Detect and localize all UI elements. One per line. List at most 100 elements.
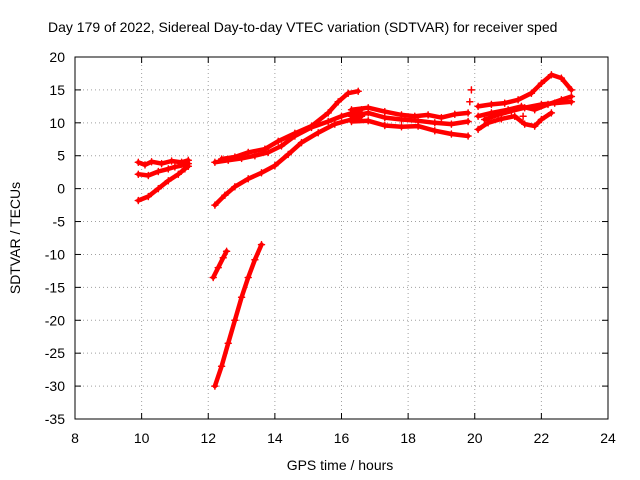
data-point-marker [147, 157, 156, 166]
data-point-marker [381, 121, 389, 130]
data-point-marker [411, 112, 419, 120]
data-point-marker [231, 316, 239, 325]
data-point-marker [474, 102, 482, 111]
data-point-marker [519, 112, 527, 120]
x-tick-label: 8 [71, 430, 79, 446]
data-point-marker [274, 137, 282, 145]
data-point-marker [364, 109, 372, 117]
series-arc-c-upper [347, 103, 472, 122]
data-point-marker [167, 157, 176, 165]
data-point-marker [464, 132, 472, 140]
data-point-marker [497, 115, 506, 123]
data-point-marker [354, 87, 362, 95]
y-tick-label: -10 [45, 246, 65, 262]
y-axis-label: SDTVAR / TECUs [7, 182, 23, 294]
data-point-marker [484, 119, 492, 127]
data-point-marker [364, 117, 372, 125]
data-point-marker [500, 99, 509, 107]
data-point-marker [514, 96, 522, 104]
y-tick-label: -30 [45, 378, 65, 394]
series-arc-d-steep [211, 240, 266, 390]
x-tick-label: 14 [267, 430, 283, 446]
data-point-marker [231, 182, 239, 191]
data-point-marker [221, 191, 229, 199]
data-point-marker [447, 120, 456, 128]
data-point-marker [474, 125, 482, 134]
y-tick-label: -35 [45, 411, 65, 427]
data-point-marker [347, 105, 356, 114]
series-arc-d-short [209, 247, 231, 282]
data-point-marker [154, 167, 163, 176]
data-point-marker [134, 196, 143, 205]
x-tick-label: 20 [467, 430, 483, 446]
data-point-marker [431, 119, 439, 127]
data-point-marker [144, 192, 153, 201]
data-point-marker [550, 99, 559, 107]
data-point-marker [141, 161, 149, 169]
data-point-marker [214, 263, 222, 272]
y-tick-label: 5 [57, 148, 65, 164]
data-point-marker [134, 170, 143, 178]
data-point-marker [527, 89, 536, 97]
chart-title: Day 179 of 2022, Sidereal Day-to-day VTE… [48, 19, 557, 35]
series-arc-e-lowest [480, 98, 576, 124]
data-point-marker [224, 339, 232, 348]
series-arc-b-upper [217, 87, 362, 163]
x-tick-label: 24 [600, 430, 616, 446]
data-point-marker [257, 240, 266, 249]
data-point-marker [271, 161, 279, 170]
data-point-marker [437, 113, 446, 122]
data-point-marker [414, 122, 422, 130]
data-point-marker [547, 109, 556, 117]
data-point-marker [467, 86, 476, 94]
data-point-marker [237, 293, 246, 301]
data-point-marker [144, 171, 153, 180]
x-axis-label: GPS time / hours [287, 457, 394, 473]
y-tick-label: 20 [49, 49, 65, 65]
data-point-marker [466, 98, 474, 106]
y-tick-label: -20 [45, 312, 65, 328]
data-point-marker [307, 122, 316, 130]
data-point-marker [154, 184, 163, 193]
tick-labels: 8 10 12 14 16 18 20 22 24 -35 -30 -25 -20 -15 -10 -5 0 5 1… [45, 49, 616, 446]
data-point-marker [334, 98, 342, 106]
data-point-marker [211, 158, 219, 167]
series-arc-e-upper [474, 71, 576, 111]
data-point-marker [244, 175, 252, 183]
data-point-marker [164, 176, 173, 185]
data-point-marker [134, 158, 143, 167]
data-point-marker [547, 71, 556, 79]
data-point-marker [184, 162, 193, 171]
data-point-marker [264, 148, 272, 157]
data-point-marker [464, 109, 472, 117]
data-point-marker [344, 89, 352, 97]
x-tick-label: 12 [200, 430, 216, 446]
data-point-marker [261, 145, 269, 153]
y-tick-label: 0 [57, 181, 65, 197]
data-point-marker [211, 201, 219, 209]
data-point-marker [251, 255, 259, 264]
data-point-marker [277, 142, 286, 150]
x-tick-label: 18 [400, 430, 416, 446]
data-point-marker [520, 120, 529, 128]
data-point-marker [557, 74, 566, 82]
data-point-marker [314, 128, 322, 137]
data-point-marker [324, 109, 332, 117]
data-point-marker [251, 151, 259, 160]
data-point-marker [257, 169, 266, 177]
data-point-marker [291, 129, 299, 138]
x-tick-label: 22 [534, 430, 550, 446]
series-line [212, 242, 264, 389]
data-point-marker [480, 115, 489, 124]
x-tick-label: 16 [334, 430, 350, 446]
axis-ticks [74, 56, 609, 420]
grid-lines [75, 57, 608, 419]
data-point-marker [222, 247, 231, 255]
data-point-marker [231, 153, 239, 161]
y-tick-label: -25 [45, 345, 65, 361]
data-point-marker [537, 79, 546, 88]
series-arc-c-low [347, 117, 472, 140]
data-point-marker [537, 100, 546, 109]
data-point-marker [474, 112, 482, 120]
